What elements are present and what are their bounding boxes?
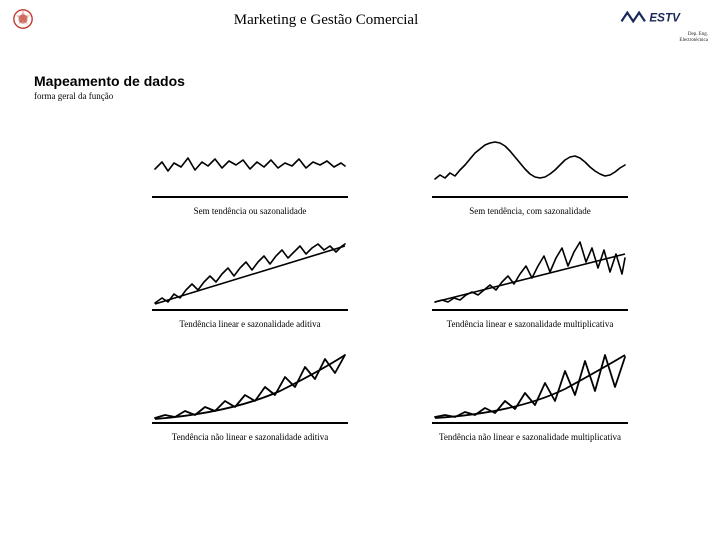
- page-title: Marketing e Gestão Comercial: [34, 12, 618, 29]
- chart-caption: Tendência linear e sazonalidade aditiva: [179, 319, 320, 329]
- header: Marketing e Gestão Comercial ESTV Dep. E…: [0, 0, 720, 45]
- chart-linear-additive: [150, 240, 350, 314]
- section-heading: Mapeamento de dados: [34, 73, 720, 89]
- chart-caption: Tendência linear e sazonalidade multipli…: [447, 319, 614, 329]
- logo-left-icon: [12, 8, 34, 30]
- chart-caption: Sem tendência, com sazonalidade: [469, 206, 590, 216]
- section-subtitle: forma geral da função: [34, 91, 720, 101]
- dept-text-2: Electrotécnica: [618, 38, 708, 43]
- chart-nonlinear-additive: [150, 353, 350, 427]
- chart-cell: Sem tendência ou sazonalidade: [130, 127, 370, 216]
- chart-caption: Tendência não linear e sazonalidade mult…: [439, 432, 621, 442]
- chart-cell: Tendência não linear e sazonalidade adit…: [130, 353, 370, 442]
- chart-grid: Sem tendência ou sazonalidade Sem tendênc…: [0, 101, 720, 442]
- chart-seasonal: [430, 127, 630, 201]
- chart-caption: Sem tendência ou sazonalidade: [194, 206, 307, 216]
- logo-right: ESTV Dep. Eng. Electrotécnica: [618, 8, 708, 43]
- chart-noise: [150, 127, 350, 201]
- chart-cell: Tendência linear e sazonalidade multipli…: [410, 240, 650, 329]
- chart-linear-multiplicative: [430, 240, 630, 314]
- chart-caption: Tendência não linear e sazonalidade adit…: [172, 432, 329, 442]
- svg-text:ESTV: ESTV: [649, 11, 681, 24]
- chart-cell: Tendência não linear e sazonalidade mult…: [410, 353, 650, 442]
- dept-text-1: Dep. Eng.: [618, 32, 708, 37]
- chart-nonlinear-multiplicative: [430, 353, 630, 427]
- chart-cell: Sem tendência, com sazonalidade: [410, 127, 650, 216]
- chart-cell: Tendência linear e sazonalidade aditiva: [130, 240, 370, 329]
